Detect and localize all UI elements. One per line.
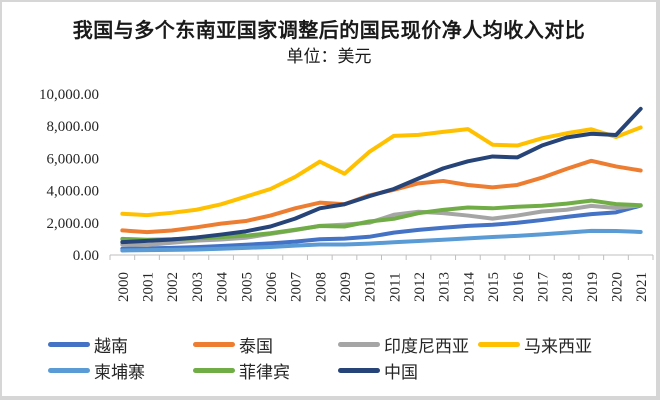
income-line-chart: 0.00 2,000.00 4,000.00 6,000.00 8,000.00 10,0… (39, 87, 654, 303)
line-malaysia[interactable] (120, 125, 643, 218)
legend-label-cambodia: 柬埔寨 (94, 362, 145, 382)
legend-label-indonesia: 印度尼西亚 (384, 336, 469, 356)
x-axis-label: 2003 (190, 272, 206, 302)
x-axis-label: 2002 (165, 272, 181, 302)
y-axis-label: 8,000.00 (47, 119, 100, 135)
y-axis-label: 10,000.00 (39, 87, 99, 103)
x-axis-label: 2007 (289, 272, 305, 303)
x-axis-label: 2019 (585, 272, 601, 302)
legend-swatch-malaysia (478, 341, 520, 347)
x-axis-label: 2000 (116, 272, 132, 302)
x-axis-label: 2020 (609, 272, 625, 302)
x-axis-label: 2013 (437, 272, 453, 302)
x-axis-label: 2005 (239, 272, 255, 302)
chart-legend: 越南 泰国 印度尼西亚 马来西亚柬埔寨 菲律宾 中国 (2, 2, 656, 396)
legend-swatch-vietnam (48, 341, 90, 347)
x-axis-label: 2012 (412, 272, 428, 302)
x-axis-label: 2016 (511, 272, 527, 303)
legend-label-malaysia: 马来西亚 (524, 336, 592, 356)
x-axis-label: 2021 (634, 272, 650, 302)
line-vietnam[interactable] (120, 203, 643, 251)
legend-item-philippines[interactable]: 菲律宾 (193, 360, 290, 382)
x-axis-label: 2010 (363, 272, 379, 302)
legend-label-thailand: 泰国 (239, 336, 273, 356)
legend-swatch-indonesia (338, 341, 380, 347)
y-axis-label: 2,000.00 (47, 216, 100, 232)
x-axis-label: 2009 (338, 272, 354, 302)
legend-item-thailand[interactable]: 泰国 (193, 334, 273, 356)
legend-item-china[interactable]: 中国 (338, 360, 418, 382)
x-axis-label: 2014 (461, 272, 477, 303)
x-axis-label: 2011 (387, 273, 403, 302)
y-axis-label: 4,000.00 (47, 184, 100, 200)
x-axis-label: 2015 (486, 272, 502, 302)
legend-swatch-cambodia (48, 367, 90, 373)
y-axis-label: 6,000.00 (47, 151, 100, 167)
legend-label-philippines: 菲律宾 (239, 362, 290, 382)
line-cambodia[interactable] (120, 228, 643, 253)
x-axis-label: 2001 (141, 272, 157, 302)
legend-label-vietnam: 越南 (94, 336, 128, 356)
x-axis-label: 2017 (535, 272, 551, 303)
legend-label-china: 中国 (384, 362, 418, 382)
x-axis-label: 2008 (313, 272, 329, 302)
legend-item-cambodia[interactable]: 柬埔寨 (48, 360, 145, 382)
x-axis-label: 2018 (560, 272, 576, 302)
y-axis-label: 0.00 (73, 248, 99, 264)
legend-swatch-china (338, 367, 380, 373)
legend-item-vietnam[interactable]: 越南 (48, 334, 128, 356)
legend-swatch-philippines (193, 367, 235, 373)
legend-item-malaysia[interactable]: 马来西亚 (478, 334, 592, 356)
chart-unit-label: 单位：美元 (286, 47, 372, 66)
legend-item-indonesia[interactable]: 印度尼西亚 (338, 334, 469, 356)
line-china[interactable] (120, 106, 643, 245)
x-axis-label: 2004 (215, 272, 231, 303)
x-axis-label: 2006 (264, 272, 280, 303)
legend-swatch-thailand (193, 341, 235, 347)
chart-title: 我国与多个东南亚国家调整后的国民现价净人均收入对比 (72, 20, 586, 42)
